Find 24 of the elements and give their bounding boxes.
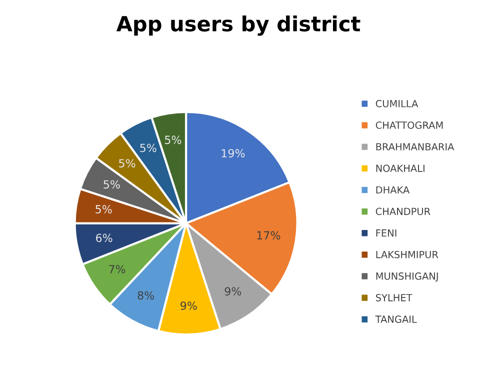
legend-label: FENI: [376, 229, 396, 237]
data-label: 7%: [109, 264, 126, 274]
data-label: 5%: [119, 159, 136, 168]
data-label: 19%: [222, 149, 245, 158]
data-label: 9%: [180, 301, 197, 310]
legend-label: CHATTOGRAM: [376, 122, 443, 129]
data-label: 6%: [96, 234, 112, 242]
legend-label: DHAKA: [376, 186, 410, 194]
legend-label: NOAKHALI: [376, 164, 424, 172]
legend-label: SYLHET: [376, 294, 412, 302]
data-label: 5%: [96, 205, 112, 214]
data-label: 5%: [140, 144, 156, 152]
legend-label: CHANDPUR: [376, 208, 430, 216]
data-label: 5%: [104, 180, 120, 189]
chart-title: App users by district: [116, 15, 360, 36]
legend-label: TANGAIL: [375, 316, 417, 323]
legend-label: CUMILLA: [376, 100, 418, 108]
data-label: 17%: [257, 231, 280, 240]
legend-label: LAKSHMIPUR: [376, 250, 438, 258]
data-label: 8%: [138, 291, 154, 300]
data-label: 5%: [165, 136, 182, 144]
legend-label: MUNSHIGANJ: [376, 272, 438, 282]
data-label: 9%: [224, 287, 242, 296]
legend-label: BRAHMANBARIA: [376, 143, 454, 150]
